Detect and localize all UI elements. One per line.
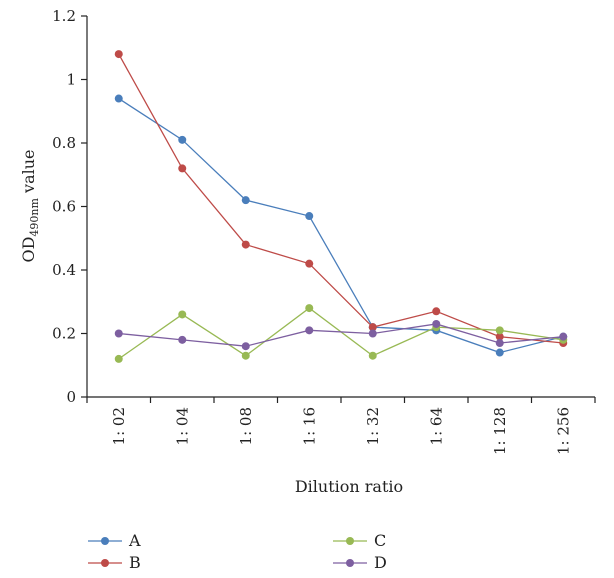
series-b	[114, 50, 568, 348]
data-point	[241, 196, 250, 205]
legend-label: D	[374, 553, 387, 572]
x-axis: 1: 02 1: 04 1: 08 1: 16 1: 32 1: 64 1: 128 1: 2…	[86, 396, 596, 455]
data-point	[368, 323, 377, 332]
x-tick-label: 1: 02	[110, 407, 128, 445]
data-point	[305, 304, 314, 313]
data-point	[432, 319, 441, 328]
data-point	[368, 351, 377, 360]
legend-swatch-marker	[101, 559, 109, 567]
data-point	[178, 310, 187, 319]
y-axis-title-suffix: value	[19, 149, 38, 198]
x-tick-label: 1: 128	[491, 407, 509, 455]
x-axis-title: Dilution ratio	[295, 477, 403, 496]
data-point	[178, 164, 187, 173]
data-point	[368, 329, 377, 338]
data-point	[495, 339, 504, 348]
x-tick-label: 1: 256	[554, 407, 572, 455]
data-point	[114, 50, 123, 59]
data-point	[559, 332, 568, 341]
y-axis-title-subscript: 490nm	[28, 197, 41, 236]
y-tick-label: 0.4	[52, 261, 76, 279]
series-d	[114, 319, 568, 351]
y-tick-label: 0	[66, 388, 76, 406]
data-point	[114, 94, 123, 103]
data-point	[495, 326, 504, 335]
legend-item-d: D	[333, 553, 387, 572]
y-axis: 0 0.2 0.4 0.6 0.8 1 1.2	[52, 7, 88, 406]
y-tick-label: 1	[66, 71, 76, 89]
y-tick-label: 0.2	[52, 325, 76, 343]
legend-item-c: C	[333, 531, 386, 550]
data-point	[178, 135, 187, 144]
legend-label: B	[129, 553, 141, 572]
series-line	[118, 323, 564, 347]
data-point	[241, 342, 250, 351]
series-line	[118, 53, 564, 344]
data-point	[178, 335, 187, 344]
x-tick-label: 1: 16	[300, 407, 318, 445]
series-layer	[114, 50, 568, 363]
y-tick-label: 0.6	[52, 198, 76, 216]
data-point	[114, 329, 123, 338]
legend: AB CD	[88, 531, 387, 572]
data-point	[241, 351, 250, 360]
x-tick-label: 1: 64	[427, 407, 445, 445]
legend-item-a: A	[88, 531, 141, 550]
y-tick-label: 1.2	[52, 7, 76, 25]
legend-swatch-marker	[346, 537, 354, 545]
x-tick-label: 1: 32	[364, 407, 382, 445]
legend-swatch-marker	[101, 537, 109, 545]
legend-label: C	[374, 531, 386, 550]
data-point	[114, 354, 123, 363]
data-point	[241, 240, 250, 249]
data-point	[305, 326, 314, 335]
data-point	[495, 348, 504, 357]
legend-swatch-marker	[346, 559, 354, 567]
y-axis-title-prefix: OD	[19, 237, 38, 263]
data-point	[305, 212, 314, 221]
data-point	[432, 307, 441, 316]
series-line	[118, 98, 564, 354]
data-point	[495, 332, 504, 341]
y-tick-label: 0.8	[52, 134, 76, 152]
x-tick-label: 1: 08	[237, 407, 255, 445]
y-axis-title: OD490nm value	[19, 149, 41, 262]
legend-label: A	[128, 531, 141, 550]
x-tick-label: 1: 04	[173, 407, 191, 445]
legend-item-b: B	[88, 553, 141, 572]
data-point	[305, 259, 314, 268]
